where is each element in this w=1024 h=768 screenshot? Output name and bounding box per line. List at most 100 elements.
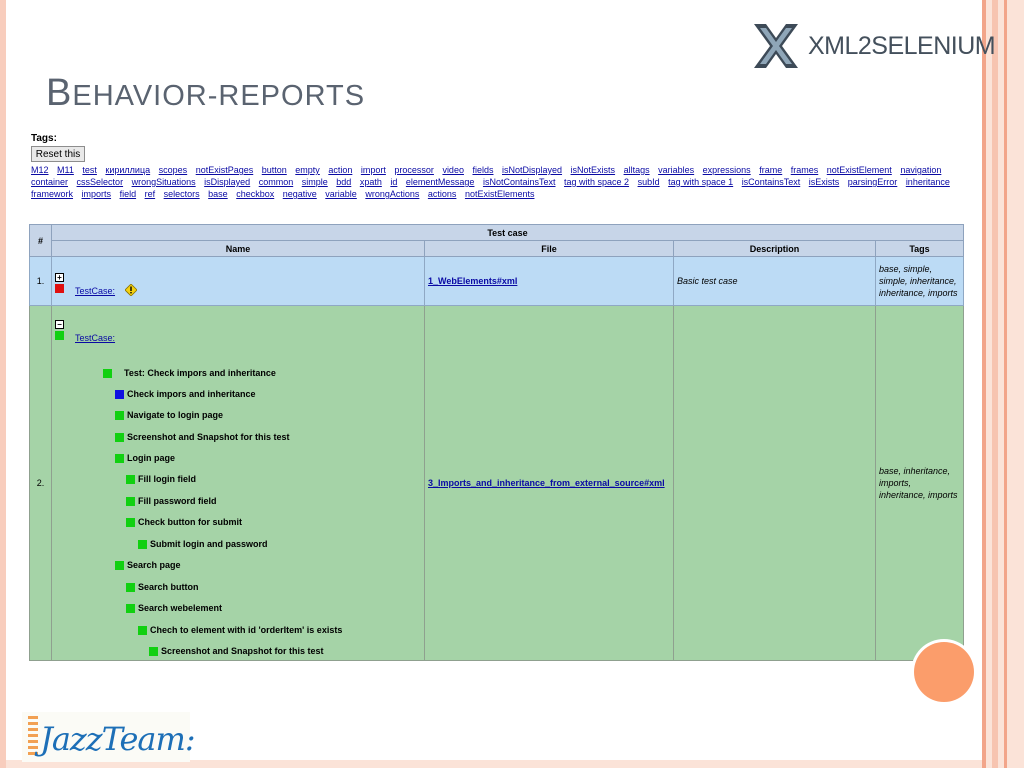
- row-number: 2.: [29, 305, 52, 661]
- tag-link[interactable]: wrongSituations: [131, 177, 196, 187]
- tag-link[interactable]: field: [119, 189, 137, 199]
- tag-link[interactable]: empty: [295, 165, 320, 175]
- column-group-test-case: Test case: [51, 224, 964, 241]
- name-cell: − TestCase: Test: Check impors and inher…: [51, 305, 425, 661]
- test-step-label: Screenshot and Snapshot for this test: [127, 432, 290, 442]
- tag-link[interactable]: button: [261, 165, 287, 175]
- test-step-label: Search button: [138, 582, 199, 592]
- tag-link[interactable]: isNotExists: [570, 165, 616, 175]
- tag-link[interactable]: variables: [658, 165, 695, 175]
- tag-link[interactable]: fields: [472, 165, 494, 175]
- column-header-tags: Tags: [875, 240, 964, 257]
- file-link[interactable]: 1_WebElements#xml: [428, 276, 518, 286]
- file-cell: 3_Imports_and_inheritance_from_external_…: [424, 305, 674, 661]
- test-step-label: Search webelement: [138, 603, 223, 613]
- tag-link[interactable]: isExists: [808, 177, 840, 187]
- tag-link[interactable]: tag with space 2: [564, 177, 630, 187]
- tag-link[interactable]: navigation: [900, 165, 942, 175]
- tag-link[interactable]: base: [208, 189, 228, 199]
- tag-link[interactable]: elementMessage: [405, 177, 475, 187]
- pass-status-icon: [55, 331, 64, 340]
- test-step: Login page: [115, 453, 175, 464]
- tag-link[interactable]: isContainsText: [741, 177, 801, 187]
- tags-cell: base, simple, simple, inheritance, inher…: [875, 256, 964, 306]
- test-step: Search page: [115, 560, 181, 571]
- tag-link[interactable]: negative: [282, 189, 317, 199]
- tag-link[interactable]: inheritance: [905, 177, 950, 187]
- tag-link[interactable]: variable: [325, 189, 357, 199]
- column-header-file: File: [424, 240, 674, 257]
- warning-icon[interactable]: [125, 284, 137, 296]
- tag-link[interactable]: selectors: [163, 189, 200, 199]
- tag-link[interactable]: container: [31, 177, 69, 187]
- slide-frame-stripe: [982, 0, 986, 768]
- testcase-link[interactable]: TestCase:: [75, 286, 116, 296]
- test-step: Fill login field: [126, 474, 196, 485]
- tag-link[interactable]: isNotDisplayed: [502, 165, 563, 175]
- tag-link[interactable]: notExistElements: [464, 189, 535, 199]
- tag-link[interactable]: common: [258, 177, 294, 187]
- tag-link[interactable]: xpath: [359, 177, 382, 187]
- pass-status-icon: [138, 626, 147, 636]
- tag-link[interactable]: video: [442, 165, 464, 175]
- tag-link[interactable]: tag with space 1: [668, 177, 734, 187]
- description-cell: Basic test case: [673, 256, 876, 306]
- tag-link[interactable]: action: [328, 165, 353, 175]
- tag-link[interactable]: scopes: [158, 165, 188, 175]
- tag-link[interactable]: cssSelector: [76, 177, 124, 187]
- name-cell: + TestCase:: [51, 256, 425, 306]
- tag-link[interactable]: import: [360, 165, 386, 175]
- tag-link[interactable]: simple: [301, 177, 328, 187]
- tag-link[interactable]: test: [82, 165, 97, 175]
- tag-link[interactable]: checkbox: [236, 189, 275, 199]
- tag-link[interactable]: M12: [31, 165, 49, 175]
- tag-link[interactable]: framework: [31, 189, 74, 199]
- jazzteam-logo-text: JazzTeam:: [40, 720, 196, 758]
- tag-link[interactable]: M11: [57, 165, 74, 175]
- test-step: Check impors and inheritance: [115, 389, 256, 400]
- behavior-report-table: # Test case Name File Description Tags 1…: [29, 224, 964, 661]
- tag-link[interactable]: bdd: [336, 177, 352, 187]
- tag-link[interactable]: wrongActions: [365, 189, 420, 199]
- test-step: Navigate to login page: [115, 410, 223, 421]
- column-header-name: Name: [51, 240, 425, 257]
- tag-link[interactable]: alltags: [623, 165, 650, 175]
- tag-link[interactable]: processor: [394, 165, 434, 175]
- tag-link[interactable]: frames: [790, 165, 819, 175]
- test-step-label: Login page: [127, 453, 175, 463]
- tag-link[interactable]: actions: [427, 189, 457, 199]
- tag-link[interactable]: id: [390, 177, 398, 187]
- file-cell: 1_WebElements#xml: [424, 256, 674, 306]
- slide-frame-left: [0, 0, 6, 768]
- slide-frame-bottom: [6, 760, 982, 768]
- reset-button[interactable]: Reset this: [31, 146, 85, 162]
- minus-toggle-icon[interactable]: −: [55, 320, 64, 329]
- tag-link[interactable]: frame: [759, 165, 783, 175]
- test-step: Test: Check impors and inheritance: [103, 368, 276, 379]
- test-step-label: Fill password field: [138, 496, 217, 506]
- tag-link[interactable]: subId: [637, 177, 660, 187]
- pass-status-icon: [126, 475, 135, 485]
- pass-status-icon: [149, 647, 158, 657]
- tag-link[interactable]: кириллица: [105, 165, 151, 175]
- tag-link[interactable]: ref: [144, 189, 156, 199]
- test-step: Search button: [126, 582, 199, 593]
- tag-link[interactable]: isNotContainsText: [482, 177, 556, 187]
- pass-status-icon: [126, 604, 135, 614]
- pass-status-icon: [115, 411, 124, 421]
- pass-status-icon: [126, 518, 135, 528]
- tag-link[interactable]: notExistElement: [826, 165, 892, 175]
- tag-link[interactable]: imports: [81, 189, 112, 199]
- tag-link[interactable]: notExistPages: [195, 165, 254, 175]
- tag-link[interactable]: expressions: [702, 165, 751, 175]
- column-header-number: #: [29, 224, 52, 257]
- tag-link[interactable]: isDisplayed: [204, 177, 251, 187]
- file-link[interactable]: 3_Imports_and_inheritance_from_external_…: [428, 478, 665, 488]
- tag-link[interactable]: parsingError: [847, 177, 898, 187]
- slide-title: BEHAVIOR-REPORTS: [46, 72, 365, 115]
- testcase-link[interactable]: TestCase:: [75, 333, 116, 343]
- plus-toggle-icon[interactable]: +: [55, 273, 64, 282]
- test-step-label: Chech to element with id 'orderItem' is …: [150, 625, 343, 635]
- description-cell: [673, 305, 876, 661]
- xml2selenium-logo: XML2SELENIUM: [750, 20, 996, 74]
